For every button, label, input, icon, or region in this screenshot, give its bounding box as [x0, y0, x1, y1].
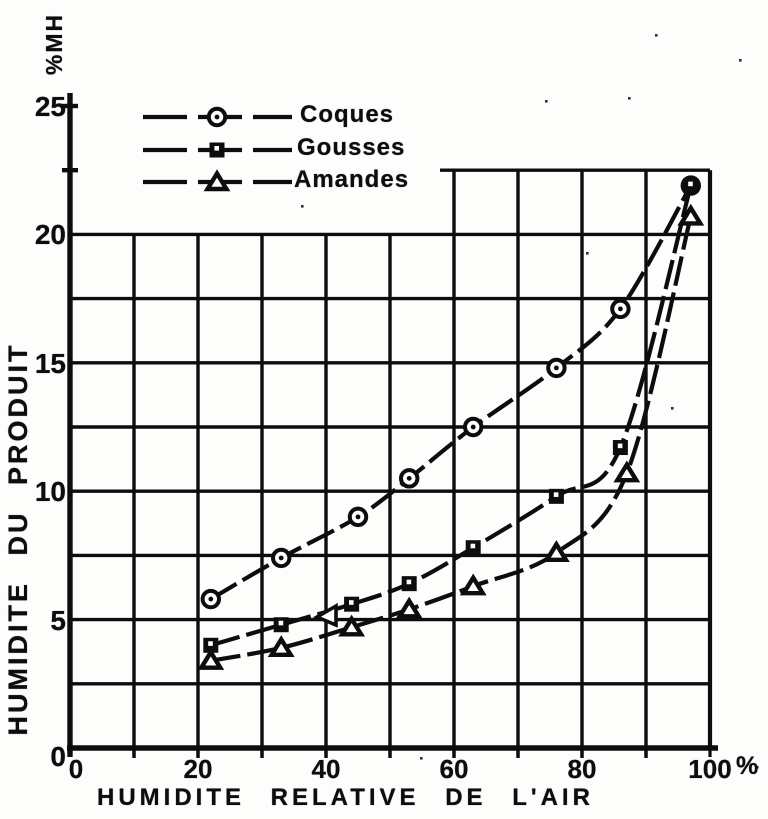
scan-speckle: [671, 407, 674, 410]
legend-marker-amandes: [203, 169, 231, 192]
scan-speckle: [420, 757, 423, 760]
marker-amandes: [459, 573, 487, 596]
marker-gousses-dot: [349, 600, 354, 605]
scan-speckle: [756, 766, 759, 769]
x-axis-title: HUMIDITE RELATIVE DE L'AIR: [97, 784, 594, 811]
marker-amandes: [267, 635, 295, 658]
x-tick-label-60: 60: [439, 754, 469, 784]
y-tick-label-15: 15: [34, 347, 66, 379]
y-tick-label-5: 5: [50, 604, 66, 636]
marker-gousses-dot: [617, 443, 623, 449]
scan-speckle: [301, 205, 304, 208]
marker-coques-dot: [278, 555, 284, 561]
curve-gousses: [210, 185, 693, 648]
curve-coques: [209, 184, 693, 601]
marker-gousses-dot: [208, 641, 213, 646]
y-tick-label-0: 0: [50, 741, 66, 772]
marker-amandes: [677, 203, 705, 226]
marker-gousses-dot: [278, 620, 284, 626]
marker-coques-dot: [554, 365, 559, 371]
scan-speckle: [628, 97, 631, 100]
marker-coques-dot: [470, 424, 476, 430]
y-tick-label-20: 20: [34, 219, 66, 251]
x-tick-label-20: 20: [183, 754, 213, 784]
marker-amandes: [542, 540, 570, 563]
marker-gousses-dot: [406, 579, 412, 585]
y-tick-label-10: 10: [34, 476, 66, 508]
x-axis-percent-suffix: %: [736, 752, 759, 780]
x-tick-label-80: 80: [567, 754, 597, 784]
curve-amandes: [210, 215, 693, 663]
marker-coques-dot: [208, 596, 214, 602]
y-axis-unit-label: %MH: [41, 12, 67, 76]
x-tick-label-0: 0: [68, 754, 84, 784]
marker-gousses-dot: [688, 181, 693, 187]
marker-amandes: [338, 614, 366, 637]
legend-label-gousses: Gousses: [297, 134, 406, 161]
legend-label-coques: Coques: [300, 101, 395, 128]
marker-amandes: [395, 596, 423, 619]
scan-speckle: [586, 252, 589, 255]
marker-coques-dot: [355, 514, 361, 520]
x-tick-label-40: 40: [311, 754, 341, 784]
y-axis-title: HUMIDITE DU PRODUIT: [3, 342, 33, 736]
scan-speckle: [545, 100, 548, 103]
marker-gousses-dot: [553, 492, 559, 497]
marker-amandes: [613, 460, 641, 483]
marker-coques-dot: [618, 306, 623, 312]
y-tick-label-25: 25: [34, 91, 66, 122]
scan-speckle: [739, 59, 742, 62]
x-tick-label-100: 100: [688, 754, 732, 784]
marker-coques-dot: [406, 475, 412, 481]
marker-amandes: [197, 647, 225, 670]
legend-marker-gousses-dot: [214, 146, 219, 151]
scan-speckle: [655, 34, 658, 37]
legend-marker-coques-dot: [214, 114, 220, 120]
legend-label-amandes: Amandes: [294, 166, 410, 193]
marker-gousses-dot: [470, 543, 476, 549]
scan-artifact-arrow: [312, 602, 338, 628]
